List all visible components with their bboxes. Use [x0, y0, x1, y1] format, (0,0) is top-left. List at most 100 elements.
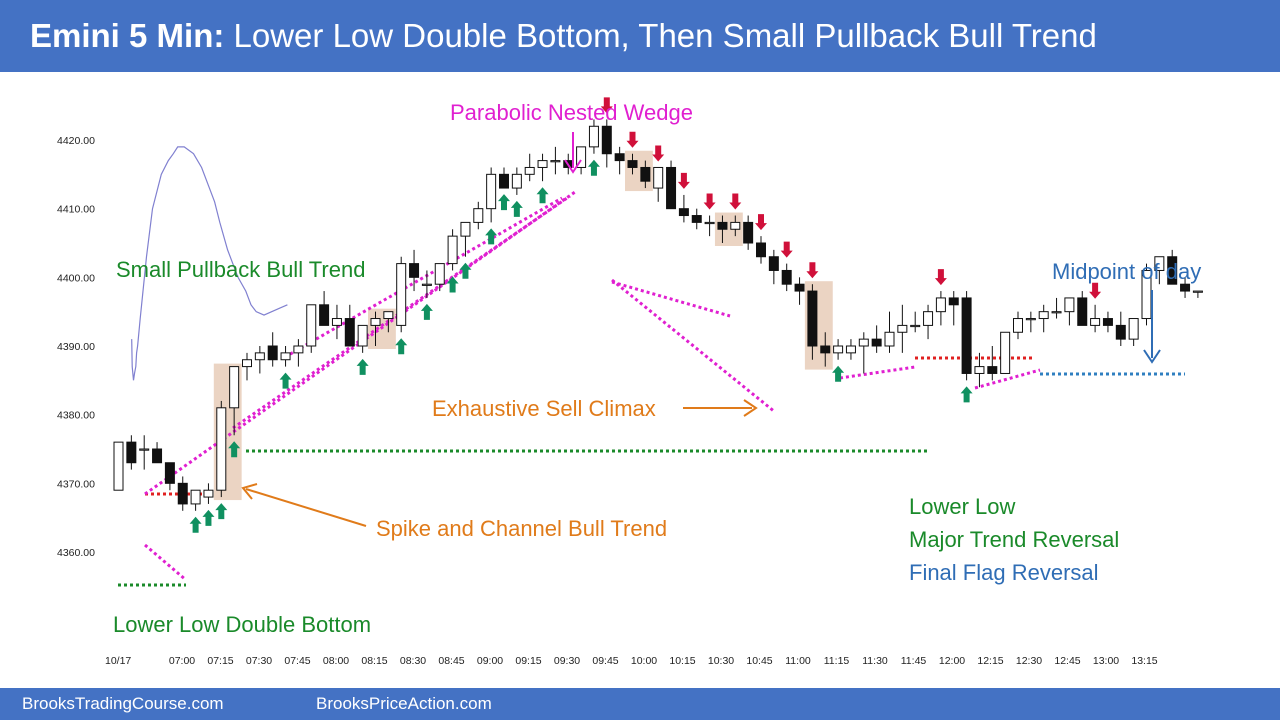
annotation-major-reversal: Major Trend Reversal	[909, 527, 1119, 552]
candle-body-bull	[1025, 318, 1036, 321]
candle-body-bull	[833, 345, 844, 354]
candle-bar	[254, 346, 265, 374]
candle-body-bull	[473, 208, 484, 223]
candle-body-bull	[280, 352, 291, 361]
candle-body-bear	[794, 283, 805, 292]
candle-body-bear	[627, 160, 638, 168]
y-tick-label: 4410.00	[57, 204, 95, 216]
candle-body-bear	[743, 221, 754, 244]
candle-bar	[421, 270, 432, 298]
sell-climax-arrow	[683, 399, 758, 417]
candle-body-bull	[216, 407, 227, 491]
candle-bar	[845, 339, 856, 360]
candle-bar	[1077, 291, 1088, 326]
candle-bar	[306, 304, 317, 353]
candle-body-bear	[781, 269, 792, 285]
candle-body-bull	[1090, 318, 1101, 326]
candle-body-bull	[434, 263, 445, 285]
candle-bar	[884, 311, 895, 353]
candle-bar	[550, 146, 561, 175]
candle-bar	[961, 291, 972, 381]
candle-bar	[948, 291, 959, 326]
candle-body-bear	[640, 166, 651, 182]
buy-signal-arrow	[215, 503, 228, 520]
x-tick-label: 08:15	[361, 655, 387, 667]
candle-body-bull	[537, 160, 548, 168]
candle-bar	[768, 249, 779, 285]
y-tick-label: 4400.00	[57, 272, 95, 284]
candle-bar	[833, 339, 844, 360]
sell-signal-arrow	[1089, 282, 1102, 299]
candle-bar	[794, 277, 805, 305]
y-tick-label: 4370.00	[57, 478, 95, 490]
ema-line	[131, 146, 288, 381]
candle-bar	[653, 166, 664, 202]
candle-bar	[293, 339, 304, 367]
candle-bar	[1180, 277, 1191, 298]
buy-signal-arrow	[228, 441, 241, 458]
footer-right-link[interactable]: BrooksPriceAction.com	[316, 694, 492, 713]
x-tick-label: 11:00	[785, 655, 811, 667]
candle-body-bear	[768, 256, 779, 271]
candle-body-bull	[897, 324, 908, 333]
signal-arrows	[189, 97, 1102, 533]
buy-signal-arrow	[189, 516, 202, 533]
candle-body-bull	[524, 166, 535, 175]
candle-body-bear	[1102, 318, 1113, 326]
candle-body-bear	[1180, 283, 1191, 292]
candle-bar	[1102, 311, 1113, 333]
candle-body-bear	[691, 215, 702, 223]
candle-bar	[858, 332, 869, 374]
candle-body-bear	[717, 221, 728, 230]
x-tick-label: 08:30	[400, 655, 426, 667]
candle-bar	[1090, 304, 1101, 333]
candle-body-bull	[1038, 311, 1049, 320]
candle-body-bear	[807, 290, 818, 347]
candle-bar	[396, 256, 407, 333]
candle-bar	[383, 311, 394, 333]
candle-bar	[640, 160, 651, 189]
candle-body-bull	[190, 489, 201, 505]
x-tick-label: 12:30	[1016, 655, 1042, 667]
candle-body-bull	[511, 173, 522, 189]
candle-bar	[447, 229, 458, 271]
candle-bar	[409, 249, 420, 292]
x-tick-label: 07:30	[246, 655, 272, 667]
candle-bar	[1000, 331, 1011, 374]
candle-body-bull	[704, 221, 715, 225]
candle-bar	[910, 311, 921, 333]
candle-bar	[152, 442, 163, 464]
candle-body-bull	[447, 235, 458, 265]
title-bold: Emini 5 Min:	[30, 17, 225, 54]
candle-body-bear	[152, 448, 163, 464]
final-flag-wedge-line	[974, 368, 1041, 390]
candle-bar	[743, 215, 754, 250]
candle-body-bear	[344, 318, 355, 347]
candle-bar	[614, 146, 625, 175]
candle-body-bear	[948, 297, 959, 306]
candle-bar	[935, 291, 946, 326]
candle-body-bull	[923, 311, 934, 326]
buy-signal-arrow	[960, 386, 973, 403]
buy-signal-arrow	[420, 303, 433, 320]
annotation-wedge-top: Parabolic Nested Wedge	[450, 100, 693, 125]
wedge-down-arrow	[564, 132, 582, 174]
x-tick-label: 13:00	[1093, 655, 1119, 667]
candle-bar	[601, 119, 612, 168]
candle-bar	[1154, 256, 1165, 285]
buy-signal-arrow	[446, 276, 459, 293]
candle-bar	[267, 332, 278, 367]
candle-body-bear	[820, 345, 831, 354]
candle-body-bear	[164, 462, 175, 484]
y-tick-label: 4420.00	[57, 135, 95, 147]
candle-body-bull	[858, 338, 869, 347]
candle-bar	[499, 167, 509, 189]
annotation-spike-channel: Spike and Channel Bull Trend	[376, 516, 667, 541]
footer-bar: BrooksTradingCourse.com BrooksPriceActio…	[0, 688, 1280, 720]
candle-body-bull	[254, 352, 265, 361]
footer-left-link[interactable]: BrooksTradingCourse.com	[22, 694, 224, 713]
candle-body-bull	[974, 366, 985, 374]
sell-wedge-lower	[611, 280, 731, 318]
candle-bar	[987, 346, 998, 381]
candle-bar	[177, 476, 188, 511]
